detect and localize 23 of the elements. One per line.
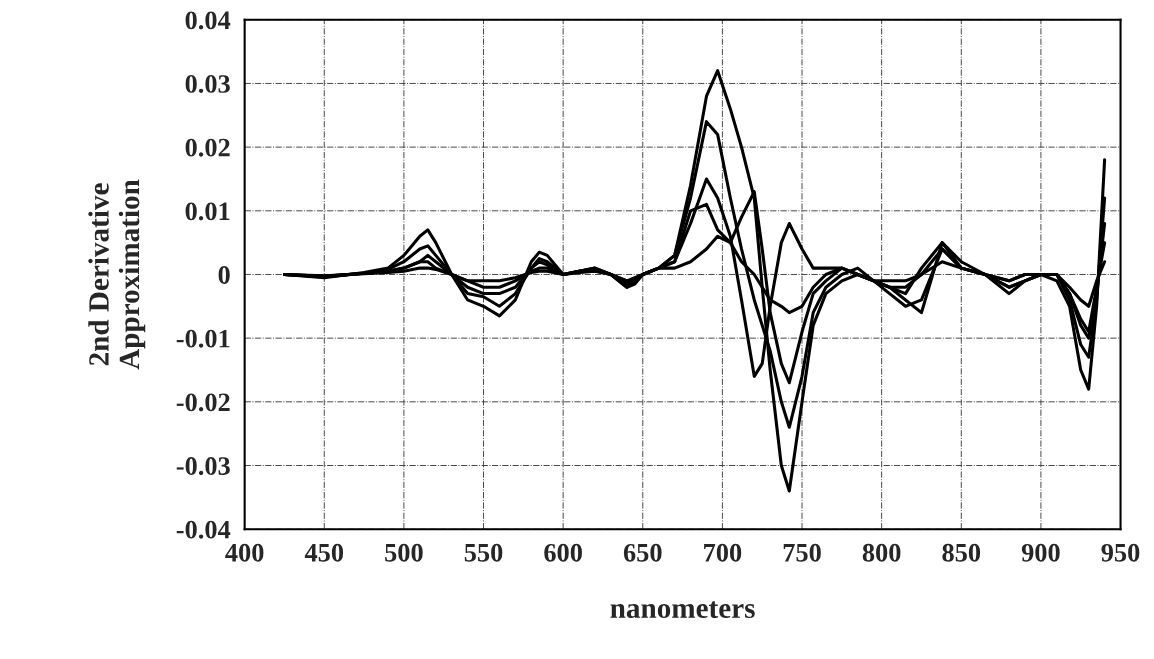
y-tick-label: -0.01 xyxy=(176,329,230,348)
y-tick-label: -0.04 xyxy=(176,520,231,539)
y-tick-label: -0.03 xyxy=(176,457,230,476)
x-tick-label: 450 xyxy=(304,543,344,562)
x-tick-label: 850 xyxy=(942,543,981,562)
y-tick-label: 0.02 xyxy=(185,138,230,157)
y-tick-label: -0.02 xyxy=(176,393,230,412)
y-tick-label: 0.01 xyxy=(185,202,230,221)
x-tick-label: 650 xyxy=(623,543,662,562)
x-tick-label: 950 xyxy=(1101,543,1140,562)
y-tick-label: 0 xyxy=(218,266,230,284)
x-tick-label: 550 xyxy=(464,543,503,562)
x-tick-label: 750 xyxy=(783,543,821,562)
x-axis-title: nanometers xyxy=(610,601,755,619)
x-tick-label: 500 xyxy=(385,543,423,562)
x-tick-label: 800 xyxy=(862,543,901,562)
x-tick-label: 900 xyxy=(1021,543,1060,562)
x-tick-label: 600 xyxy=(544,543,582,562)
y-axis-title: 2nd Derivative Approximation xyxy=(88,179,146,370)
x-tick-label: 400 xyxy=(225,543,264,562)
x-tick-label: 700 xyxy=(704,543,742,562)
y-tick-label: 0.04 xyxy=(185,11,231,30)
y-tick-label: 0.03 xyxy=(185,75,230,93)
